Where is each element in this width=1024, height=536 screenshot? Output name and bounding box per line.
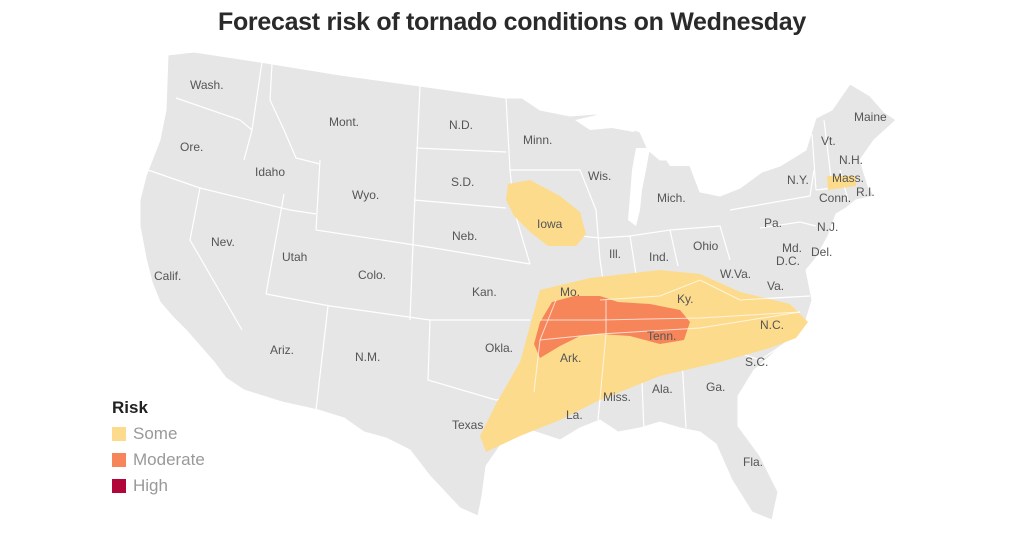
state-label: W.Va. (720, 267, 751, 281)
state-label: Ill. (609, 247, 621, 261)
legend-item-high: High (112, 473, 205, 499)
state-label: N.J. (817, 220, 838, 234)
state-label: Wyo. (352, 188, 379, 202)
map-title: Forecast risk of tornado conditions on W… (217, 8, 806, 36)
state-label: Wash. (190, 78, 224, 92)
state-label: Okla. (485, 341, 513, 355)
state-label: Maine (854, 110, 887, 124)
risk-overlay-borders (533, 279, 811, 421)
state-label: Del. (811, 245, 832, 259)
state-label: Calif. (154, 269, 181, 283)
legend-label-some: Some (133, 424, 178, 443)
state-label: Ky. (677, 292, 693, 306)
swatch-moderate (112, 453, 126, 467)
legend-title: Risk (112, 398, 148, 417)
state-labels: Wash. Ore. Idaho Mont. Wyo. N.D. S.D. Neb. Minn.… (154, 78, 887, 469)
state-label: Neb. (452, 229, 477, 243)
legend-item-some: Some (112, 421, 205, 447)
state-label: Mass. (832, 171, 864, 185)
state-label: N.M. (355, 350, 380, 364)
state-label: Kan. (472, 285, 497, 299)
state-label: Pa. (764, 216, 782, 230)
state-label: Mont. (329, 115, 359, 129)
swatch-some (112, 427, 126, 441)
legend-label-moderate: Moderate (133, 450, 205, 469)
legend-label-high: High (133, 476, 168, 495)
state-label: Nev. (211, 235, 235, 249)
state-label: Iowa (537, 217, 563, 231)
state-label: Ga. (706, 380, 725, 394)
state-label: Minn. (523, 133, 552, 147)
great-lakes (575, 112, 770, 226)
state-label: Idaho (255, 165, 285, 179)
state-label: Fla. (743, 455, 763, 469)
state-label: N.Y. (787, 173, 809, 187)
state-label: Ore. (180, 140, 203, 154)
state-label: La. (566, 408, 583, 422)
state-label: Md. (782, 241, 802, 255)
state-label: D.C. (776, 254, 800, 268)
state-label: N.D. (449, 118, 473, 132)
state-label: Utah (282, 250, 307, 264)
state-label: N.H. (839, 153, 863, 167)
state-label: Ind. (649, 250, 669, 264)
state-label: Mo. (560, 285, 580, 299)
state-label: Conn. (819, 191, 851, 205)
state-label: Va. (767, 279, 784, 293)
state-label: R.I. (856, 185, 875, 199)
risk-moderate (534, 296, 690, 358)
state-label: N.C. (760, 318, 784, 332)
state-label: Mich. (657, 191, 686, 205)
state-label: Vt. (821, 134, 836, 148)
state-label: Ohio (693, 239, 719, 253)
state-label: Tenn. (647, 329, 676, 343)
state-label: S.D. (451, 175, 474, 189)
risk-some-iowa (506, 180, 586, 246)
legend: Risk Some Moderate High (112, 398, 205, 499)
state-label: Ark. (560, 351, 581, 365)
risk-some-mass (827, 176, 856, 190)
state-label: S.C. (745, 355, 768, 369)
swatch-high (112, 479, 126, 493)
legend-item-moderate: Moderate (112, 447, 205, 473)
state-label: Texas (452, 418, 483, 432)
state-label: Wis. (588, 169, 611, 183)
state-label: Ariz. (270, 343, 294, 357)
state-label: Miss. (603, 390, 631, 404)
state-label: Colo. (358, 268, 386, 282)
state-label: Ala. (652, 382, 673, 396)
